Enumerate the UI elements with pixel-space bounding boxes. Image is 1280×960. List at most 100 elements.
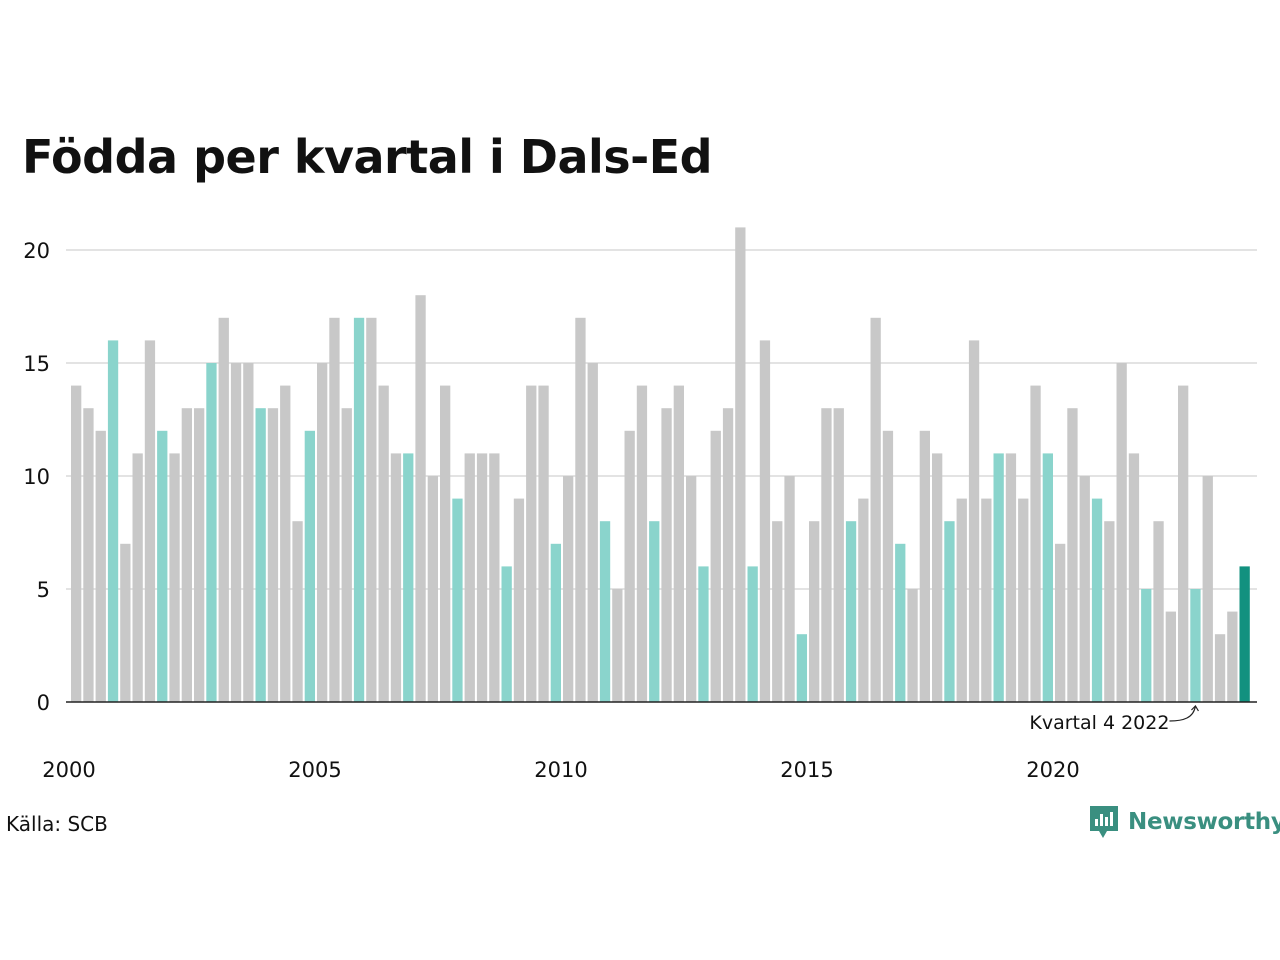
bar (858, 498, 869, 702)
bar (649, 521, 660, 702)
bar (796, 634, 807, 702)
bar (661, 408, 672, 702)
bar (415, 295, 426, 702)
bar (1202, 476, 1213, 702)
annotation-arrow (1169, 705, 1197, 722)
chart-title: Födda per kvartal i Dals-Ed (22, 130, 713, 184)
bar (403, 453, 414, 702)
bar (821, 408, 832, 702)
bar (698, 566, 709, 702)
bar (390, 453, 402, 702)
bar (968, 340, 980, 702)
bar (1005, 453, 1017, 702)
x-tick-label: 2000 (42, 758, 95, 782)
bar (317, 363, 328, 702)
bar (1018, 498, 1029, 702)
bar (95, 430, 106, 702)
bar (784, 476, 795, 702)
bar (636, 385, 648, 702)
bar (427, 476, 438, 702)
x-axis-ticks: 2000 2005 2010 2015 2020 (42, 758, 1079, 782)
bar (1055, 543, 1066, 702)
bar (845, 521, 857, 702)
bar (132, 453, 143, 702)
x-tick-label: 2010 (534, 758, 587, 782)
bar (1128, 453, 1140, 702)
bar (181, 408, 192, 702)
bar (882, 430, 894, 702)
bar (120, 543, 131, 702)
bar (243, 363, 254, 702)
bar (981, 498, 992, 702)
annotation: Kvartal 4 2022 (1029, 705, 1199, 734)
bar (686, 476, 697, 702)
bar (1042, 453, 1053, 702)
bar (206, 363, 217, 702)
bar (575, 317, 586, 702)
bar (280, 385, 291, 702)
bar (366, 317, 377, 702)
bar (563, 476, 574, 702)
bar (292, 521, 303, 702)
bar (526, 385, 537, 702)
bar (1091, 498, 1103, 702)
bar (157, 430, 168, 702)
bar (759, 340, 771, 702)
bar (833, 408, 844, 702)
bar (612, 589, 623, 702)
bar (144, 340, 156, 702)
bar (1104, 521, 1115, 702)
bar (1165, 611, 1176, 702)
bar (538, 385, 549, 702)
source-note: Källa: SCB (6, 812, 108, 836)
bar (194, 408, 205, 702)
bar (489, 453, 500, 702)
bar (1141, 589, 1152, 702)
bar (944, 521, 955, 702)
bar (919, 430, 930, 702)
bar (895, 543, 906, 702)
bar (932, 453, 943, 702)
bar (1067, 408, 1078, 702)
bar (169, 453, 180, 702)
y-axis-ticks: 0 5 10 15 20 (23, 239, 50, 715)
bar (747, 566, 758, 702)
bar (907, 589, 918, 702)
x-tick-label: 2015 (780, 758, 833, 782)
bar (1178, 385, 1189, 702)
bar (464, 453, 475, 702)
y-tick-label: 5 (37, 578, 50, 602)
bar (809, 521, 820, 702)
bar (710, 430, 721, 702)
x-tick-label: 2020 (1026, 758, 1079, 782)
bar (353, 317, 365, 702)
bar (1079, 476, 1090, 702)
bar (587, 363, 598, 702)
bar (1116, 363, 1127, 702)
bar (452, 498, 463, 702)
brand-logo: Newsworthy (1088, 804, 1280, 840)
bar (993, 453, 1004, 702)
x-tick-label: 2005 (288, 758, 341, 782)
bar (735, 227, 746, 702)
bar (107, 340, 119, 702)
y-tick-label: 15 (23, 352, 50, 376)
y-tick-label: 0 (37, 691, 50, 715)
bar (1227, 611, 1238, 702)
y-tick-label: 20 (23, 239, 50, 263)
bar (513, 498, 525, 702)
bar (1030, 385, 1041, 702)
bar (476, 453, 488, 702)
y-tick-label: 10 (23, 465, 50, 489)
bar-chart: 0 5 10 15 20 2000 2005 2010 2015 2020 Kvartal 4 … (23, 227, 1257, 782)
newsworthy-logo-icon (1090, 806, 1118, 838)
bar (83, 408, 94, 702)
bar (1239, 566, 1250, 702)
bar (599, 521, 611, 702)
annotation-arrowhead (1191, 705, 1199, 712)
bar (501, 566, 512, 702)
bar (329, 317, 340, 702)
bar (550, 543, 561, 702)
bar (71, 385, 82, 702)
bar (218, 317, 229, 702)
